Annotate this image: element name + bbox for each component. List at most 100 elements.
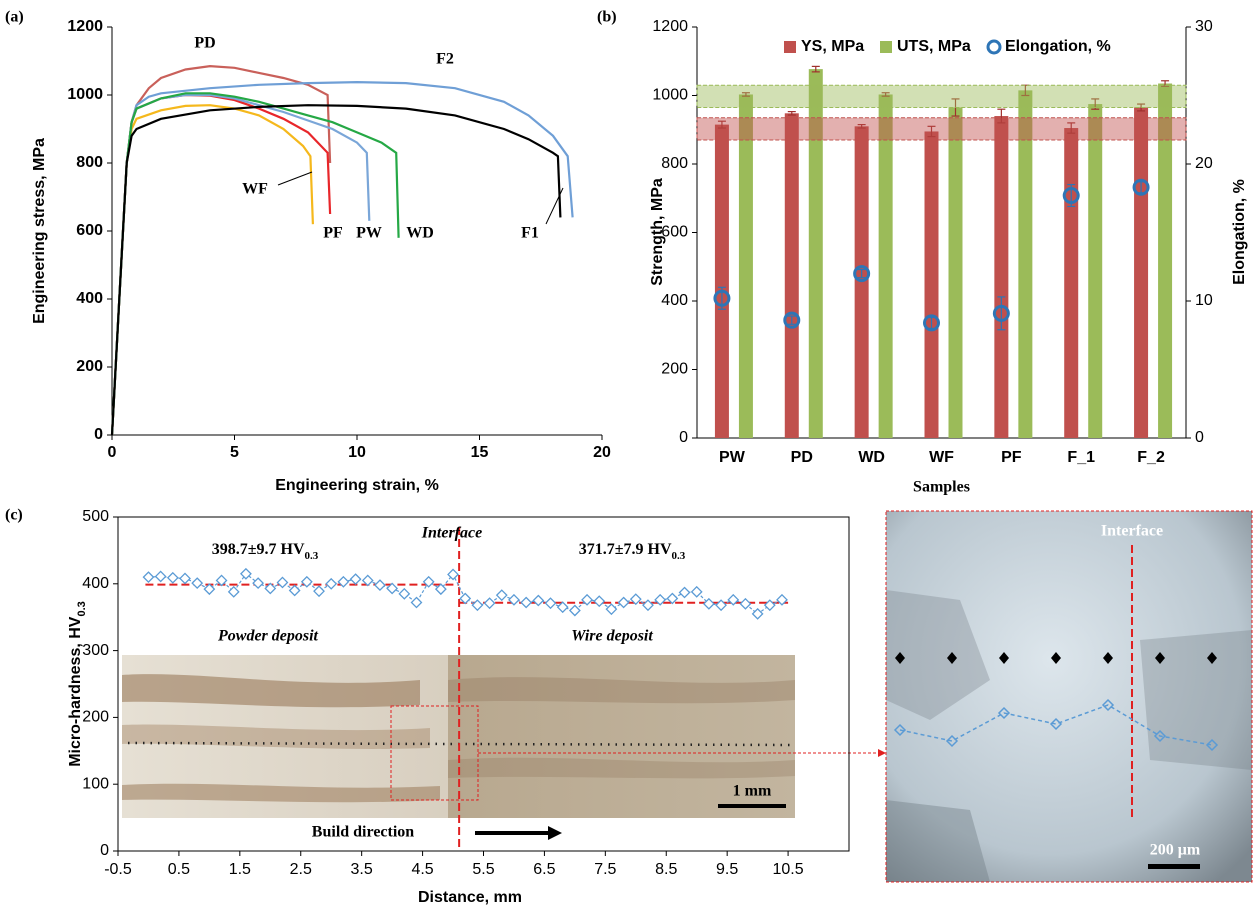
marker <box>349 573 362 586</box>
bar <box>1134 107 1149 439</box>
marker <box>715 599 727 612</box>
x-tick-label: 4.5 <box>411 861 433 878</box>
x-tick-label: 0 <box>108 444 117 461</box>
line <box>148 572 783 615</box>
marker <box>179 572 191 585</box>
marker <box>593 595 606 608</box>
annotation: Interface <box>421 525 482 542</box>
marker <box>727 593 740 606</box>
marker <box>447 568 459 581</box>
y-tick-label: 0 <box>1195 429 1204 446</box>
bar <box>784 113 799 438</box>
marker <box>853 265 871 283</box>
marker <box>361 574 374 587</box>
mean-label-sub: 0.3 <box>672 550 686 562</box>
marker <box>166 571 179 584</box>
inset-scale-bar-label: 200 μm <box>1150 842 1201 859</box>
mean-label: 398.7±9.7 HV0.3 <box>212 541 319 562</box>
legend-label: Elongation, % <box>1005 38 1111 55</box>
x-tick-label: 0.5 <box>168 861 190 878</box>
scale-bar-label: 1 mm <box>733 783 772 800</box>
marker <box>532 594 545 607</box>
y-axis-label: Engineering stress, MPa <box>31 138 48 324</box>
marker <box>288 584 301 597</box>
x-tick-label: F_2 <box>1137 449 1165 466</box>
y-tick-label: 400 <box>76 290 103 307</box>
curve <box>110 93 332 436</box>
marker <box>544 597 557 610</box>
band <box>696 117 1187 141</box>
y-tick-label: 10 <box>1195 292 1213 309</box>
marker <box>276 576 289 589</box>
bar <box>948 107 963 439</box>
x-tick-label: 15 <box>471 444 489 461</box>
x-tick-label: PF <box>1001 449 1022 466</box>
marker <box>227 585 240 598</box>
bar <box>1018 90 1033 439</box>
marker <box>459 592 472 605</box>
x-tick-label: 10.5 <box>773 861 804 878</box>
y-axis-label: Strength, MPa <box>649 178 666 286</box>
curve <box>110 64 332 436</box>
marker <box>992 304 1010 322</box>
marker <box>1062 187 1080 205</box>
band <box>696 84 1187 108</box>
leader-line <box>277 171 313 186</box>
curve <box>110 104 314 436</box>
legend-label: YS, MPa <box>801 38 864 55</box>
x-tick-label: F_1 <box>1067 449 1095 466</box>
inset-annotation: Interface <box>1101 523 1163 540</box>
marker <box>191 577 204 590</box>
marker <box>313 585 325 598</box>
marker <box>264 582 277 595</box>
inset-micrograph <box>885 510 1253 883</box>
mean-label: 371.7±7.9 HV0.3 <box>579 541 686 562</box>
y-tick-label: 0 <box>94 426 103 443</box>
legend-label: UTS, MPa <box>897 38 971 55</box>
mean-label-main: 398.7±9.7 HV <box>212 541 305 558</box>
mean-label-sub: 0.3 <box>305 550 319 562</box>
marker <box>605 603 618 616</box>
marker <box>783 311 801 329</box>
x-tick-label: PD <box>791 449 813 466</box>
bar <box>924 131 939 438</box>
legend-swatch <box>784 41 796 53</box>
series-label: F2 <box>436 51 454 68</box>
annotation: Wire deposit <box>571 628 653 645</box>
marker <box>434 583 447 596</box>
annotation: Build direction <box>312 824 414 841</box>
marker <box>300 575 313 588</box>
x-tick-label: 2.5 <box>290 861 312 878</box>
y-tick-label: 1000 <box>67 86 103 103</box>
bar <box>1088 104 1103 438</box>
leader-line <box>545 187 564 225</box>
y-tick-label: 1200 <box>652 18 688 35</box>
x-tick-label: 8.5 <box>655 861 677 878</box>
panel-label: (a) <box>5 9 24 26</box>
bar <box>994 116 1009 439</box>
bar <box>878 94 893 438</box>
marker <box>337 575 350 588</box>
marker <box>581 593 593 606</box>
y-tick-label: 0 <box>679 429 688 446</box>
curve <box>110 92 400 436</box>
y-tick-label: 20 <box>1195 155 1213 172</box>
x-tick-label: 6.5 <box>533 861 555 878</box>
series-label: WD <box>406 225 434 242</box>
x-tick-label: 20 <box>593 444 611 461</box>
marker <box>678 586 691 599</box>
x-axis-label: Distance, mm <box>418 889 522 906</box>
x-tick-label: WD <box>858 449 885 466</box>
marker <box>215 574 228 587</box>
marker <box>751 607 764 620</box>
panel-label: (c) <box>5 507 23 524</box>
legend-swatch <box>880 41 892 53</box>
series-label: PD <box>194 35 215 52</box>
marker <box>410 596 423 609</box>
marker <box>629 593 642 606</box>
marker <box>702 597 715 610</box>
marker <box>654 593 667 606</box>
y-tick-label: 400 <box>82 575 109 592</box>
marker <box>739 597 752 610</box>
x-tick-label: 5 <box>230 444 239 461</box>
